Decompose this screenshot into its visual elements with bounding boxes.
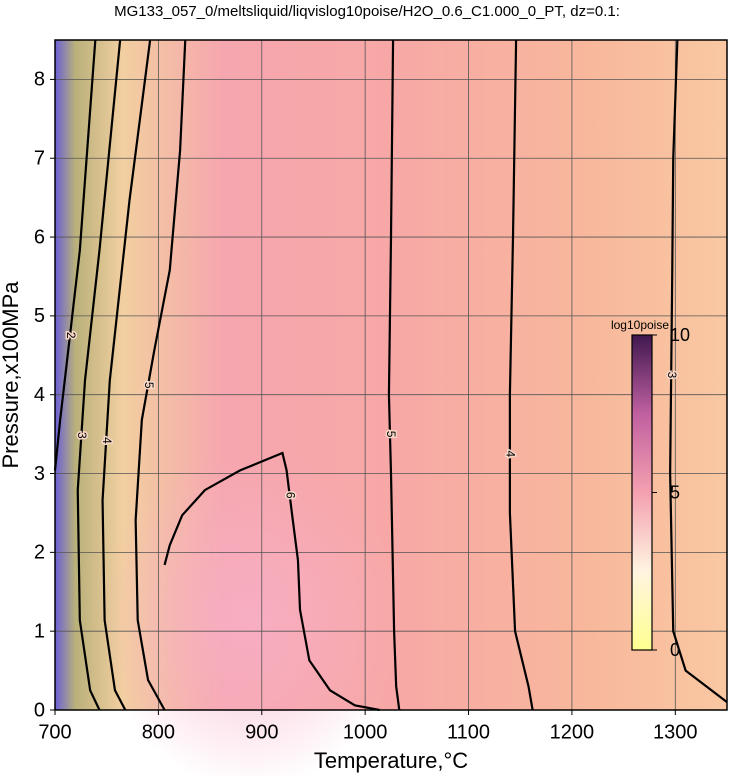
contour-label: 2 [64,332,78,339]
y-tick-label: 5 [34,305,45,327]
y-tick-label: 0 [34,699,45,721]
contour-line [76,39,122,711]
y-tick-label: 4 [34,384,45,406]
x-tick-label: 1000 [343,721,388,743]
x-tick-label: 1300 [653,721,698,743]
x-axis-label: Temperature,°C [314,748,468,773]
colorbar [631,334,653,651]
y-tick-label: 3 [34,463,45,485]
y-tick-label: 8 [34,69,45,91]
contour-line [669,39,728,703]
plot-frame [54,39,728,711]
x-tick-label: 700 [38,721,71,743]
y-tick-label: 1 [34,620,45,642]
contour-label: 4 [100,437,114,444]
colorbar-tick-label: 10 [670,325,690,345]
x-tick-label: 1100 [447,721,490,743]
colorbar-tick-label: 0 [670,640,680,660]
contour-label: 5 [142,382,156,389]
y-tick-label: 6 [34,226,45,248]
contour-line [163,451,380,712]
contour-label: 6 [284,492,298,499]
contour-line [134,39,187,711]
contour-label: 3 [75,432,89,439]
y-axis-label: Pressure,x100MPa [0,281,23,469]
contour-label: 4 [504,450,518,457]
contour-label: 3 [665,372,679,379]
contour-line [53,39,97,471]
y-tick-label: 2 [34,542,45,564]
colorbar-label: log10poise [611,318,669,332]
x-tick-label: 1200 [550,721,595,743]
contour-line [387,39,401,711]
contours: 2 3 4 5 6 5 4 3 [53,39,728,712]
chart-title: MG133_057_0/meltsliquid/liqvislog10poise… [114,3,620,20]
colorbar-tick-label: 5 [670,482,680,502]
x-tick-label: 900 [245,721,278,743]
contour-line [508,39,534,711]
y-tick-label: 7 [34,148,45,170]
contour-label: 5 [384,431,398,438]
contour-line [101,39,152,711]
x-tick-label: 800 [142,721,175,743]
